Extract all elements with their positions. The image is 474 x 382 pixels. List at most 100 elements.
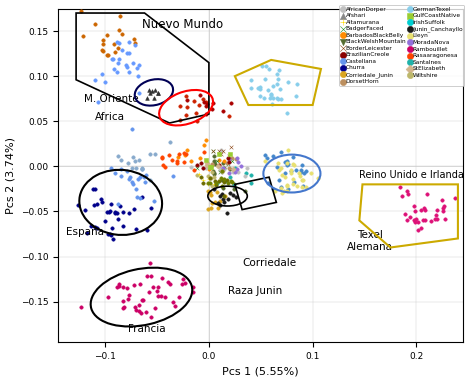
Point — [129, 60, 137, 66]
Point — [131, 40, 139, 46]
Point — [93, 201, 101, 207]
Point — [104, 231, 111, 237]
Point — [417, 225, 425, 231]
Point — [108, 201, 115, 207]
Point — [132, 165, 139, 171]
Point — [147, 314, 155, 320]
Point — [203, 101, 210, 107]
Point — [263, 155, 271, 162]
Point — [298, 168, 305, 175]
Point — [203, 159, 211, 165]
Point — [117, 166, 125, 172]
Point — [218, 168, 226, 174]
X-axis label: Pcs 1 (5.55%): Pcs 1 (5.55%) — [222, 366, 299, 376]
Point — [207, 175, 214, 181]
Point — [211, 161, 219, 167]
Point — [220, 165, 228, 171]
Point — [229, 191, 237, 197]
Point — [203, 111, 210, 117]
Point — [200, 165, 207, 171]
Point — [200, 177, 207, 183]
Point — [266, 96, 273, 102]
Point — [171, 303, 179, 309]
Point — [153, 288, 161, 295]
Point — [213, 189, 220, 195]
Point — [205, 189, 212, 195]
Point — [113, 284, 121, 290]
Point — [213, 182, 220, 188]
Point — [247, 172, 255, 178]
Point — [202, 103, 210, 109]
Point — [116, 203, 124, 209]
Point — [269, 95, 277, 101]
Point — [230, 183, 237, 189]
Point — [113, 69, 121, 75]
Point — [262, 152, 269, 158]
Point — [247, 180, 255, 186]
Point — [220, 178, 228, 185]
Point — [187, 158, 195, 164]
Point — [275, 176, 283, 183]
Point — [197, 173, 205, 180]
Text: Corriedale: Corriedale — [242, 258, 296, 268]
Point — [151, 87, 159, 93]
Point — [81, 207, 88, 213]
Point — [210, 174, 217, 180]
Point — [421, 207, 429, 213]
Point — [287, 167, 294, 173]
Point — [179, 276, 186, 282]
Point — [219, 160, 227, 167]
Point — [138, 298, 146, 304]
Point — [218, 169, 225, 175]
Point — [144, 273, 151, 279]
Point — [98, 199, 106, 205]
Point — [130, 282, 138, 288]
Point — [91, 21, 99, 28]
Point — [130, 36, 138, 42]
Point — [220, 199, 228, 205]
Point — [224, 160, 231, 166]
Point — [119, 305, 127, 311]
Point — [123, 168, 130, 174]
Point — [412, 208, 419, 214]
Point — [290, 176, 297, 182]
Point — [166, 139, 174, 146]
Point — [157, 293, 165, 299]
Point — [404, 191, 412, 197]
Point — [241, 173, 249, 179]
Point — [244, 165, 251, 172]
Point — [298, 162, 306, 168]
Point — [125, 69, 132, 75]
Point — [300, 177, 307, 183]
Point — [131, 304, 139, 310]
Point — [166, 281, 174, 287]
Point — [150, 95, 158, 101]
Point — [183, 147, 191, 153]
Point — [423, 191, 431, 197]
Point — [136, 62, 143, 68]
Point — [410, 203, 418, 209]
Point — [125, 50, 132, 56]
Point — [419, 217, 427, 223]
Point — [137, 195, 144, 201]
Point — [226, 173, 233, 180]
Text: Texel
Alemana: Texel Alemana — [346, 230, 393, 252]
Point — [225, 161, 232, 167]
Point — [136, 281, 144, 287]
Point — [216, 198, 224, 204]
Point — [219, 177, 226, 183]
Point — [206, 180, 214, 186]
Point — [108, 232, 115, 238]
Point — [161, 164, 168, 170]
Point — [403, 217, 411, 223]
Point — [277, 165, 284, 171]
Point — [292, 93, 300, 99]
Point — [208, 106, 216, 112]
Point — [302, 168, 310, 174]
Text: M. Oriente: M. Oriente — [84, 94, 139, 104]
Point — [175, 151, 182, 157]
Point — [269, 83, 277, 89]
Point — [182, 151, 189, 157]
Point — [225, 113, 232, 119]
Point — [218, 147, 225, 153]
